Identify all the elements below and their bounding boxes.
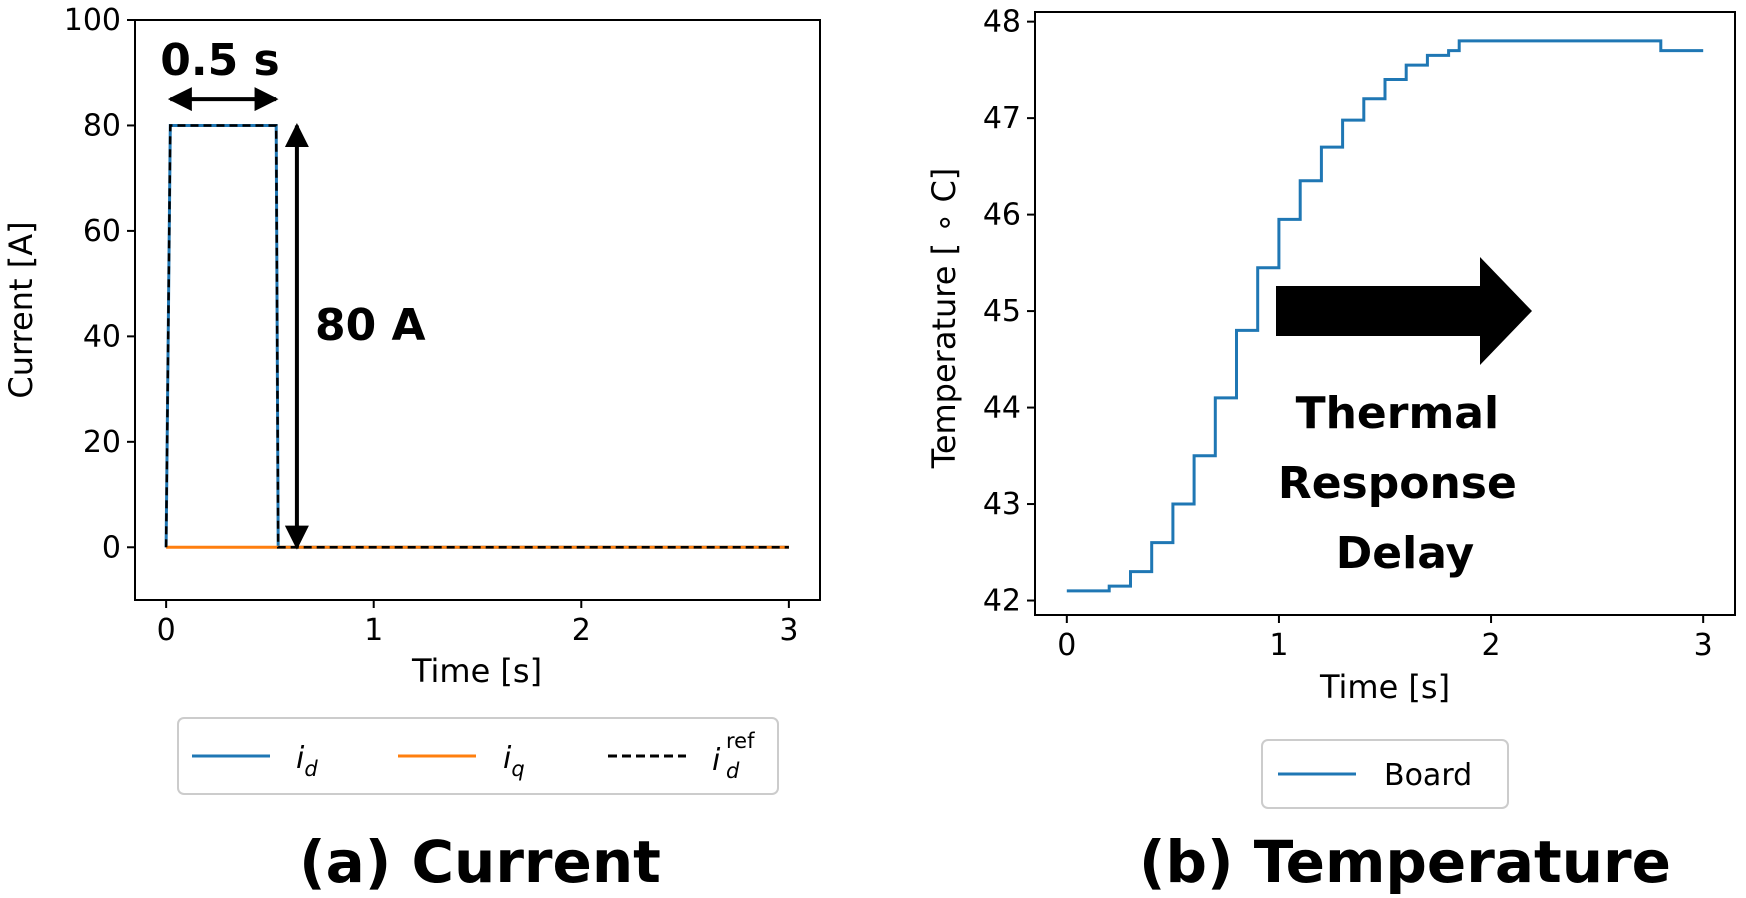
chart-a-caption: (a) Current [299,828,661,896]
chart-b-xtick-label-3: 3 [1694,628,1713,663]
chart-b-legend-label-board: Board [1384,758,1472,793]
chart-b-xtick-label-2: 2 [1482,628,1501,663]
chart-a-ylabel: Current [A] [2,221,40,398]
chart-a-ytick-label-2: 40 [83,319,121,354]
chart-a-annotation-amplitude-label: 80 A [315,300,426,351]
chart-a-ytick-label-4: 80 [83,108,121,143]
chart-a-legend-label-id: id [296,741,318,781]
chart-a-xlabel: Time [s] [411,652,542,690]
chart-b: 0 1 2 3 42 43 44 45 46 47 48 Thermal Response Del… [925,5,1736,896]
chart-b-ylabel: Temperature [ ∘ C] [925,168,963,470]
chart-a-annotation-duration-label: 0.5 s [160,35,279,86]
chart-b-caption: (b) Temperature [1139,828,1671,896]
chart-b-ytick-label-3: 45 [983,294,1021,329]
chart-b-series-0 [1066,39,1704,593]
chart-a-xtick-label-1: 1 [364,613,383,648]
chart-b-plot-area [1034,11,1736,616]
chart-b-ytick-label-0: 42 [983,584,1021,619]
chart-b-annotation-delay-arrow [1276,257,1532,365]
chart-a-ytick-label-0: 0 [102,530,121,565]
chart-a-xticks: 0 1 2 3 [157,600,798,648]
chart-b-xtick-label-0: 0 [1057,628,1076,663]
chart-b-ytick-label-5: 47 [983,101,1021,136]
chart-b-yticks: 42 43 44 45 46 47 48 [983,5,1035,619]
chart-b-xlabel: Time [s] [1319,668,1450,706]
chart-a-ytick-label-5: 100 [64,3,121,38]
chart-a-yticks: 0 20 40 60 80 100 [64,3,135,565]
chart-b-ytick-label-1: 43 [983,487,1021,522]
chart-a-ytick-label-1: 20 [83,425,121,460]
chart-a-plot-area [134,19,821,601]
chart-a-legend-label-iq: iq [503,741,525,781]
chart-b-xticks: 0 1 2 3 [1057,615,1713,663]
chart-b-annotation-delay-label: Thermal Response Delay [1278,388,1532,579]
chart-a-legend-label-idref: i dref [712,729,755,783]
chart-a-legend: id iq i dref [177,717,779,795]
chart-a-xtick-label-3: 3 [779,613,798,648]
chart-a-xtick-label-0: 0 [157,613,176,648]
chart-a-series [164,124,789,549]
chart-b-legend: Board [1261,739,1509,809]
chart-a-series-2 [164,124,789,549]
chart-a-ytick-label-3: 60 [83,214,121,249]
chart-b-ytick-label-4: 46 [983,198,1021,233]
chart-b-xtick-label-1: 1 [1269,628,1288,663]
chart-b-series [1066,39,1704,593]
chart-a: 0 1 2 3 0 20 40 60 80 100 0.5 s 80 A Time [s] Cu… [2,3,821,896]
chart-b-ytick-label-2: 44 [983,391,1021,426]
chart-a-series-0 [164,124,789,549]
chart-b-ytick-label-6: 48 [983,5,1021,40]
chart-a-xtick-label-2: 2 [572,613,591,648]
